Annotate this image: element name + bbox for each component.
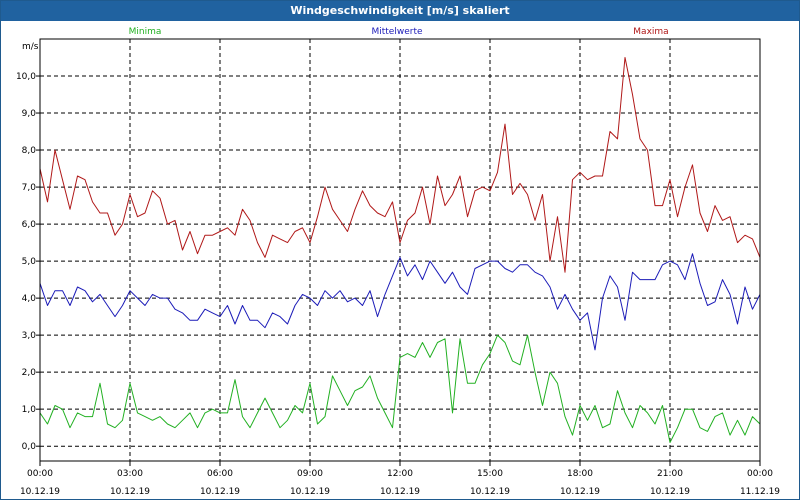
x-tick-time: 03:00 <box>117 469 143 479</box>
y-tick-label: 2,0 <box>22 368 37 378</box>
y-tick-label: 7,0 <box>22 183 37 193</box>
x-tick-date: 11.12.19 <box>740 487 780 497</box>
y-tick-label: 1,0 <box>22 405 37 415</box>
legend-entry-minima: Minima <box>129 27 162 37</box>
legend-entry-mittelwerte: Mittelwerte <box>371 27 422 37</box>
x-tick-date: 10.12.19 <box>110 487 150 497</box>
x-tick-time: 15:00 <box>477 469 503 479</box>
axis-labels: 0,0 1,0 2,0 3,0 4,0 5,0 6,0 7,0 8,0 9,0 10,0 m/s 00:… <box>16 42 780 497</box>
x-tick-date: 10.12.19 <box>560 487 600 497</box>
x-tick-date: 10.12.19 <box>380 487 420 497</box>
y-tick-label: 5,0 <box>22 257 37 267</box>
y-tick-label: 0,0 <box>22 442 37 452</box>
y-axis-label: m/s <box>22 42 39 52</box>
x-tick-time: 06:00 <box>207 469 233 479</box>
grid-lines <box>40 39 760 461</box>
legend-entry-maxima: Maxima <box>633 27 668 37</box>
y-tick-label: 8,0 <box>22 146 37 156</box>
y-tick-label: 6,0 <box>22 220 37 230</box>
x-tick-time: 18:00 <box>567 469 593 479</box>
y-tick-label: 3,0 <box>22 331 37 341</box>
x-tick-time: 12:00 <box>387 469 413 479</box>
x-tick-date: 10.12.19 <box>470 487 510 497</box>
x-tick-time: 00:00 <box>27 469 53 479</box>
x-tick-date: 10.12.19 <box>20 487 60 497</box>
y-tick-label: 9,0 <box>22 109 37 119</box>
x-tick-time: 00:00 <box>747 469 773 479</box>
y-tick-label: 10,0 <box>16 72 36 82</box>
x-tick-date: 10.12.19 <box>290 487 330 497</box>
x-tick-time: 21:00 <box>657 469 683 479</box>
x-tick-date: 10.12.19 <box>200 487 240 497</box>
y-tick-label: 4,0 <box>22 294 37 304</box>
window-title: Windgeschwindigkeit [m/s] skaliert <box>1 1 799 21</box>
legend: Minima Mittelwerte Maxima <box>129 27 669 37</box>
x-tick-date: 10.12.19 <box>650 487 690 497</box>
x-tick-time: 09:00 <box>297 469 323 479</box>
